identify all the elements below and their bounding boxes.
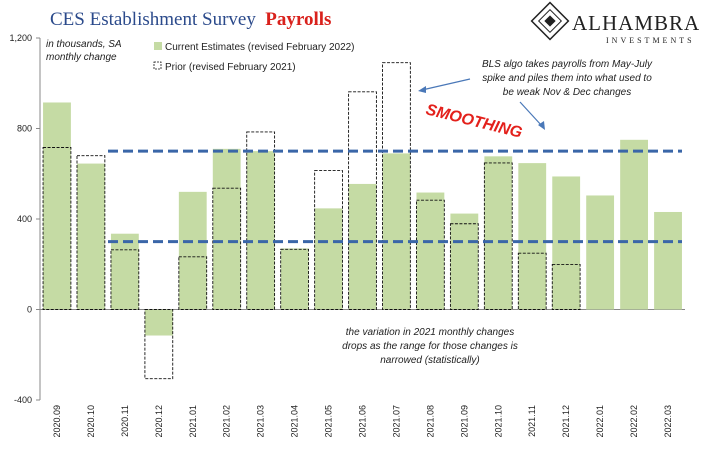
current-bar [620, 139, 648, 310]
bls-note: BLS algo takes payrolls from May-July sp… [482, 59, 653, 98]
bls-note-line-2: spike and piles them into what used to [482, 73, 652, 84]
logo-name: ALHAMBRA [572, 11, 700, 35]
y-tick-label: 1,200 [9, 33, 32, 43]
x-tick-label: 2020.11 [120, 405, 130, 437]
prior-bar [483, 162, 513, 310]
variation-note: the variation in 2021 monthly changes dr… [342, 327, 518, 366]
bls-note-line-3: be weak Nov & Dec changes [503, 87, 631, 98]
current-bar [212, 148, 241, 310]
x-tick-label: 2022.01 [595, 405, 605, 438]
x-tick-label: 2022.03 [663, 405, 673, 438]
x-tick-label: 2021.07 [391, 405, 401, 438]
subtitle-line-1: in thousands, SA [46, 39, 122, 50]
annotation-arrows [418, 78, 545, 130]
x-tick-label: 2021.12 [561, 405, 571, 438]
variation-note-line-2: drops as the range for those changes is [342, 341, 518, 352]
x-tick-label: 2021.05 [324, 405, 334, 438]
chart-title: CES Establishment Survey Payrolls [50, 9, 331, 30]
current-bar [518, 163, 547, 310]
y-tick-label: 400 [17, 214, 32, 224]
current-bar [348, 183, 377, 310]
current-bar [77, 163, 105, 310]
bls-note-line-1: BLS algo takes payrolls from May-July [482, 59, 653, 70]
title-main: CES Establishment Survey [50, 9, 256, 30]
prior-bar [551, 264, 581, 310]
prior-series [42, 62, 581, 380]
current-bar [246, 151, 275, 310]
x-tick-label: 2021.06 [358, 405, 368, 438]
reference-lines [108, 149, 682, 244]
x-tick-label: 2021.04 [290, 405, 300, 438]
variation-note-line-3: narrowed (statistically) [380, 355, 479, 366]
current-bar [144, 309, 173, 336]
current-bar [280, 248, 309, 310]
x-tick-label: 2020.12 [154, 405, 164, 438]
diamond-logo-icon [530, 1, 570, 41]
prior-bar [110, 249, 140, 310]
x-tick-label: 2022.02 [629, 405, 639, 438]
y-tick-label: 800 [17, 124, 32, 134]
prior-bar [76, 155, 106, 310]
prior-bar [144, 309, 174, 380]
subtitle-line-2: monthly change [46, 52, 117, 63]
current-bar [43, 102, 71, 310]
legend-prior-label: Prior (revised February 2021) [165, 62, 296, 73]
prior-bar [416, 199, 445, 310]
y-tick-label: -400 [14, 395, 32, 405]
prior-bar [42, 147, 72, 310]
arrow-head-down-icon [538, 121, 545, 130]
current-series [43, 102, 682, 336]
prior-bar [280, 248, 309, 310]
current-bar [654, 211, 682, 310]
x-tick-label: 2020.10 [86, 405, 96, 438]
prior-bar [314, 170, 343, 310]
prior-bar [212, 187, 242, 310]
arrow-head-left-icon [418, 86, 426, 93]
smoothing-label: SMOOTHING [424, 101, 524, 141]
current-bar [178, 191, 207, 310]
current-bar [450, 213, 479, 310]
arrow-to-smoothing [421, 78, 471, 91]
prior-bar [178, 256, 208, 310]
legend-prior-swatch [153, 61, 162, 70]
current-bar [110, 233, 139, 310]
prior-bar [449, 223, 479, 310]
x-tick-label: 2021.10 [493, 405, 503, 438]
current-bar [586, 195, 615, 310]
y-axis-ticks: -400 0 400 800 1,200 [9, 33, 40, 405]
variation-note-line-1: the variation in 2021 monthly changes [346, 327, 514, 338]
x-tick-label: 2021.08 [425, 405, 435, 438]
x-tick-label: 2021.11 [527, 405, 537, 437]
prior-bar [517, 252, 547, 310]
prior-bar [348, 91, 377, 310]
prior-bar [382, 62, 411, 310]
legend-current-swatch [154, 42, 162, 50]
x-tick-label: 2021.09 [459, 405, 469, 438]
current-bar [314, 208, 343, 310]
x-axis-ticks: 2020.09 2020.10 2020.11 2020.12 2021.01 2021.… [52, 405, 673, 438]
prior-bar [246, 131, 276, 310]
current-bar [382, 153, 411, 310]
x-tick-label: 2021.01 [188, 405, 198, 438]
current-bar [416, 192, 445, 310]
arrow-to-line [519, 101, 543, 127]
x-tick-label: 2021.02 [222, 405, 232, 438]
title-accent: Payrolls [265, 9, 331, 30]
x-tick-label: 2020.09 [52, 405, 62, 438]
logo-sub: INVESTMENTS [606, 36, 695, 45]
legend: Current Estimates (revised February 2022… [153, 42, 355, 73]
x-tick-label: 2021.03 [256, 405, 266, 438]
legend-current-label: Current Estimates (revised February 2022… [165, 42, 355, 53]
alhambra-logo: ALHAMBRA INVESTMENTS [530, 1, 700, 45]
y-tick-label: 0 [27, 305, 32, 315]
current-bar [484, 156, 513, 310]
